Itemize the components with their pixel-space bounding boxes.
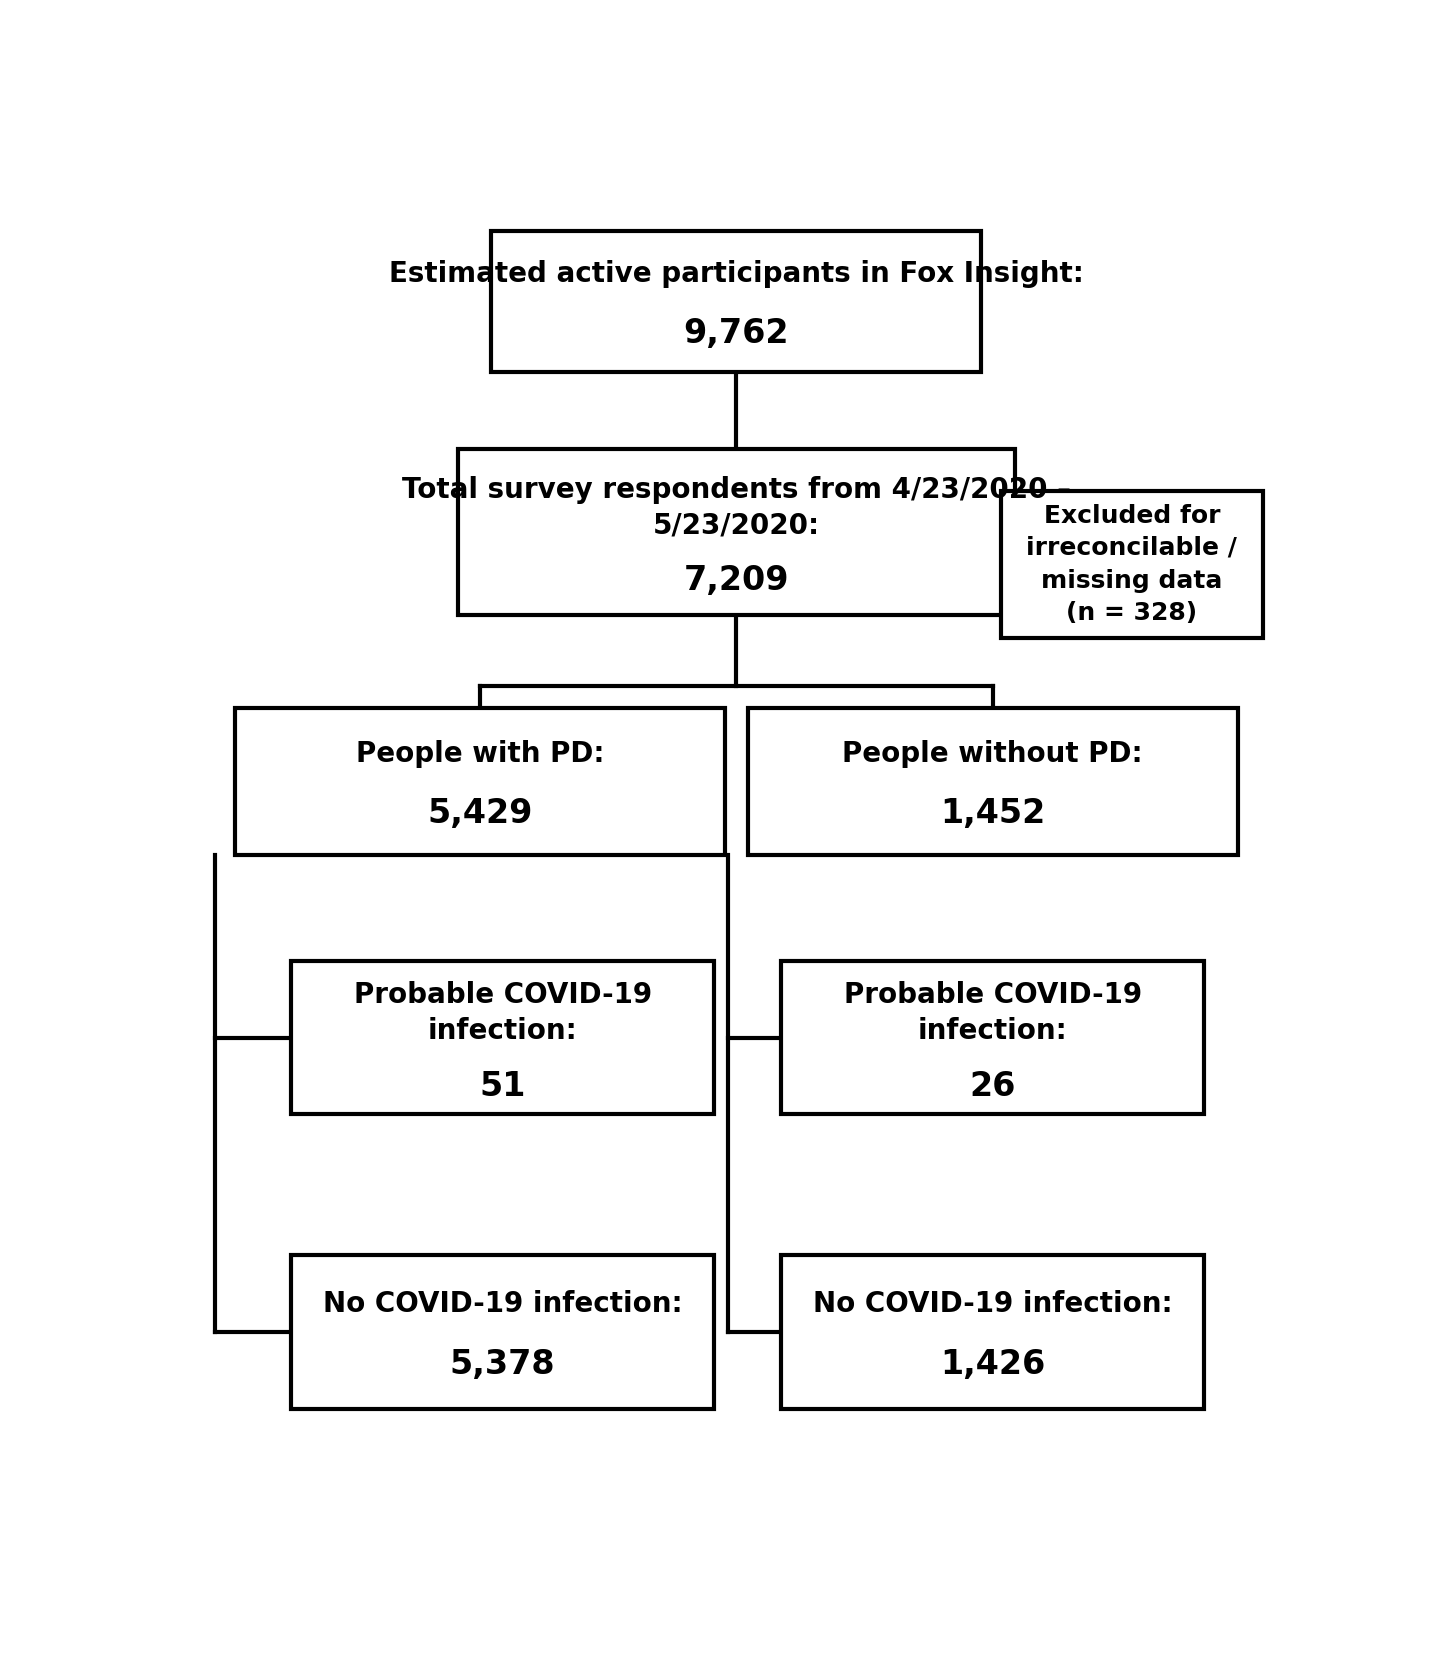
Bar xyxy=(290,961,714,1115)
Text: Estimated active participants in Fox Insight:: Estimated active participants in Fox Ins… xyxy=(389,259,1083,288)
Text: 1,452: 1,452 xyxy=(940,798,1045,831)
Text: Excluded for: Excluded for xyxy=(1043,504,1220,527)
Text: People with PD:: People with PD: xyxy=(356,740,605,768)
Text: 5,429: 5,429 xyxy=(428,798,533,831)
Text: 9,762: 9,762 xyxy=(684,317,789,351)
Text: 5,378: 5,378 xyxy=(450,1348,556,1381)
Text: 5/23/2020:: 5/23/2020: xyxy=(652,512,821,540)
Text: (n = 328): (n = 328) xyxy=(1066,600,1197,625)
Text: Total survey respondents from 4/23/2020 –: Total survey respondents from 4/23/2020 … xyxy=(402,475,1071,504)
Bar xyxy=(782,961,1204,1115)
Bar xyxy=(1002,490,1263,638)
Text: Probable COVID-19: Probable COVID-19 xyxy=(844,982,1141,1009)
Text: irreconcilable /: irreconcilable / xyxy=(1026,535,1237,560)
Text: 51: 51 xyxy=(480,1070,526,1104)
Text: No COVID-19 infection:: No COVID-19 infection: xyxy=(813,1290,1173,1318)
Text: Probable COVID-19: Probable COVID-19 xyxy=(354,982,651,1009)
Bar xyxy=(782,1255,1204,1409)
Text: No COVID-19 infection:: No COVID-19 infection: xyxy=(323,1290,683,1318)
Text: infection:: infection: xyxy=(428,1017,578,1045)
Bar xyxy=(290,1255,714,1409)
Bar xyxy=(236,708,726,856)
Text: infection:: infection: xyxy=(918,1017,1068,1045)
Text: 7,209: 7,209 xyxy=(684,565,789,597)
Text: missing data: missing data xyxy=(1042,568,1223,593)
Text: People without PD:: People without PD: xyxy=(842,740,1142,768)
Bar xyxy=(458,449,1015,615)
Text: 26: 26 xyxy=(970,1070,1016,1104)
Bar xyxy=(491,231,981,372)
Text: 1,426: 1,426 xyxy=(940,1348,1045,1381)
Bar xyxy=(747,708,1237,856)
